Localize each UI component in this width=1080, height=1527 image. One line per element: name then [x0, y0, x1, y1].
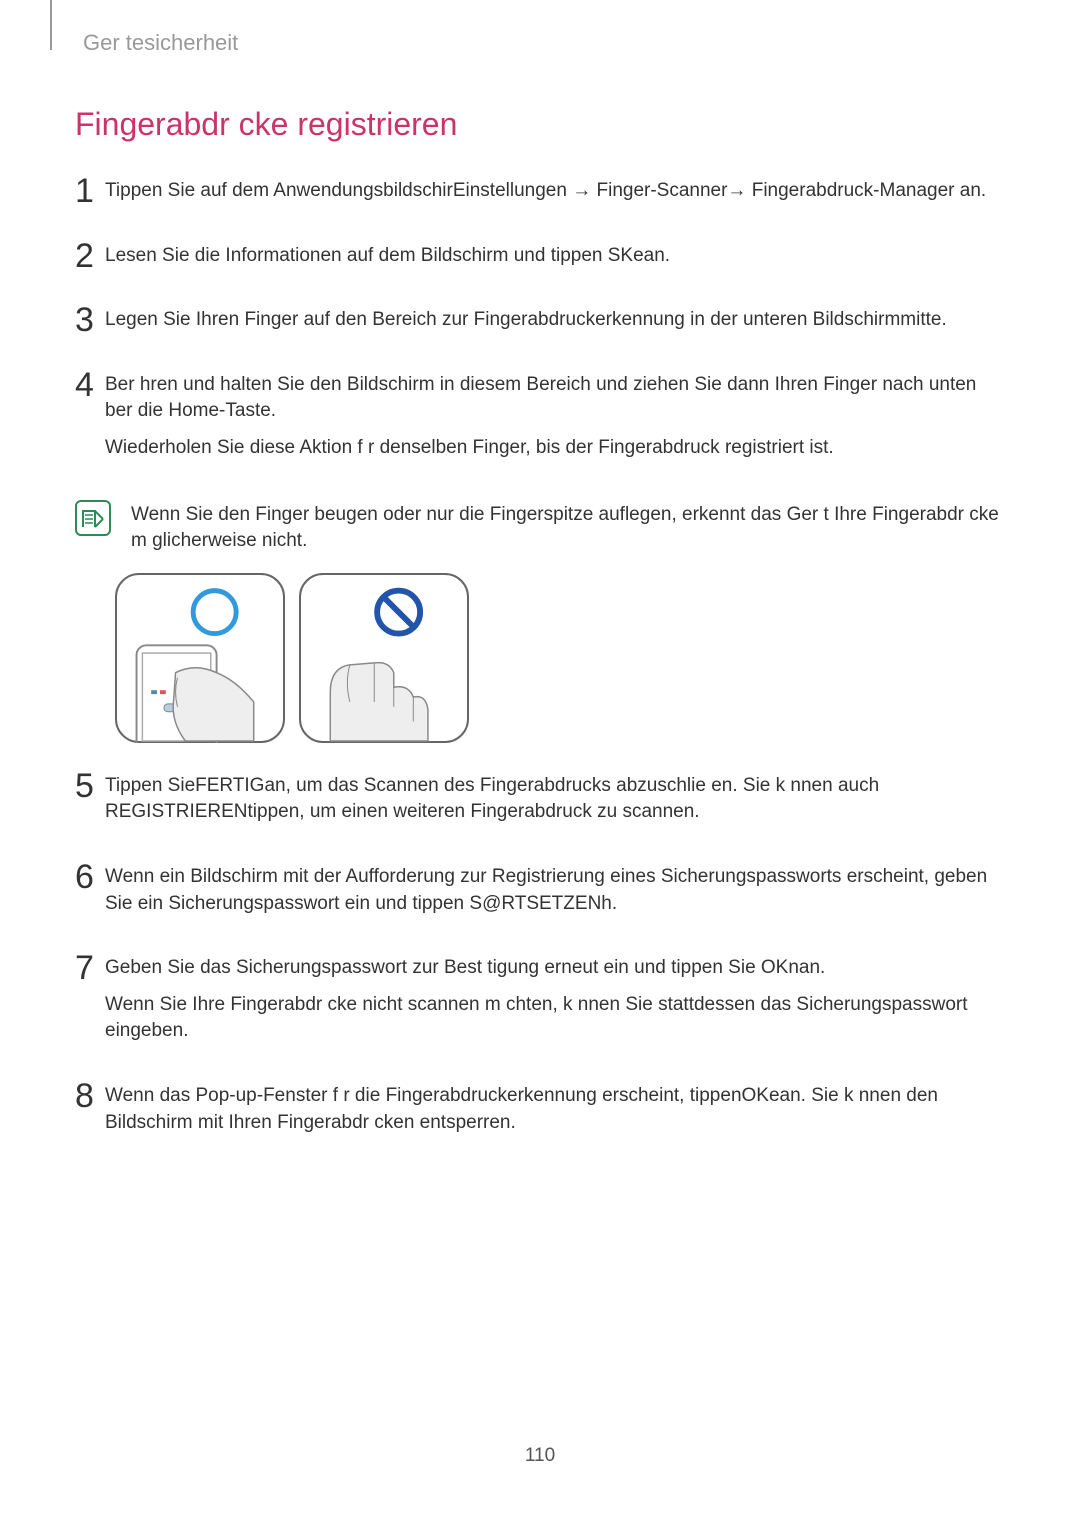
step-6: 6 Wenn ein Bildschirm mit der Aufforderu…	[75, 864, 1005, 927]
step-number: 4	[75, 368, 105, 402]
step-text: Wenn Sie Ihre Fingerabdr cke nicht scann…	[105, 992, 1005, 1045]
illustration-wrong	[299, 573, 469, 743]
step-2: 2 Lesen Sie die Informationen auf dem Bi…	[75, 243, 1005, 280]
step-text: Lesen Sie die Informationen auf dem Bild…	[105, 243, 1005, 270]
illustration-correct	[115, 573, 285, 743]
step-text: Geben Sie das Sicherungspasswort zur Bes…	[105, 955, 1005, 982]
breadcrumb: Ger tesicherheit	[75, 30, 1005, 56]
step-number: 6	[75, 860, 105, 894]
step-body: Wenn ein Bildschirm mit der Aufforderung…	[105, 864, 1005, 927]
note: Wenn Sie den Finger beugen oder nur die …	[75, 500, 1005, 555]
step-1: 1 Tippen Sie auf dem Anwendungsbildschir…	[75, 178, 1005, 215]
step-5: 5 Tippen SieFERTIGan, um das Scannen des…	[75, 773, 1005, 836]
step-number: 7	[75, 951, 105, 985]
step-body: Tippen Sie auf dem AnwendungsbildschirEi…	[105, 178, 1005, 215]
step-body: Wenn das Pop-up-Fenster f r die Fingerab…	[105, 1083, 1005, 1146]
step-text: Wiederholen Sie diese Aktion f r denselb…	[105, 435, 1005, 462]
page-title: Fingerabdr cke registrieren	[75, 106, 1005, 143]
step-number: 2	[75, 239, 105, 273]
step-number: 8	[75, 1079, 105, 1113]
step-body: Lesen Sie die Informationen auf dem Bild…	[105, 243, 1005, 280]
header-bar	[50, 0, 52, 50]
step-body: Ber hren und halten Sie den Bildschirm i…	[105, 372, 1005, 472]
page-number: 110	[0, 1445, 1080, 1467]
step-3: 3 Legen Sie Ihren Finger auf den Bereich…	[75, 307, 1005, 344]
step-text: Wenn das Pop-up-Fenster f r die Fingerab…	[105, 1083, 1005, 1136]
step-text: Wenn ein Bildschirm mit der Aufforderung…	[105, 864, 1005, 917]
step-8: 8 Wenn das Pop-up-Fenster f r die Finger…	[75, 1083, 1005, 1146]
step-text: Ber hren und halten Sie den Bildschirm i…	[105, 372, 1005, 425]
step-text: Legen Sie Ihren Finger auf den Bereich z…	[105, 307, 1005, 334]
page-content: Ger tesicherheit Fingerabdr cke registri…	[0, 0, 1080, 1146]
illustration-row	[115, 573, 1005, 743]
step-number: 3	[75, 303, 105, 337]
step-body: Geben Sie das Sicherungspasswort zur Bes…	[105, 955, 1005, 1055]
step-7: 7 Geben Sie das Sicherungspasswort zur B…	[75, 955, 1005, 1055]
step-text: Tippen SieFERTIGan, um das Scannen des F…	[105, 773, 1005, 826]
step-text: Tippen Sie auf dem AnwendungsbildschirEi…	[105, 178, 1005, 205]
step-4: 4 Ber hren und halten Sie den Bildschirm…	[75, 372, 1005, 472]
step-number: 5	[75, 769, 105, 803]
step-body: Tippen SieFERTIGan, um das Scannen des F…	[105, 773, 1005, 836]
note-icon	[75, 500, 111, 536]
step-body: Legen Sie Ihren Finger auf den Bereich z…	[105, 307, 1005, 344]
note-text: Wenn Sie den Finger beugen oder nur die …	[131, 500, 1005, 555]
step-number: 1	[75, 174, 105, 208]
